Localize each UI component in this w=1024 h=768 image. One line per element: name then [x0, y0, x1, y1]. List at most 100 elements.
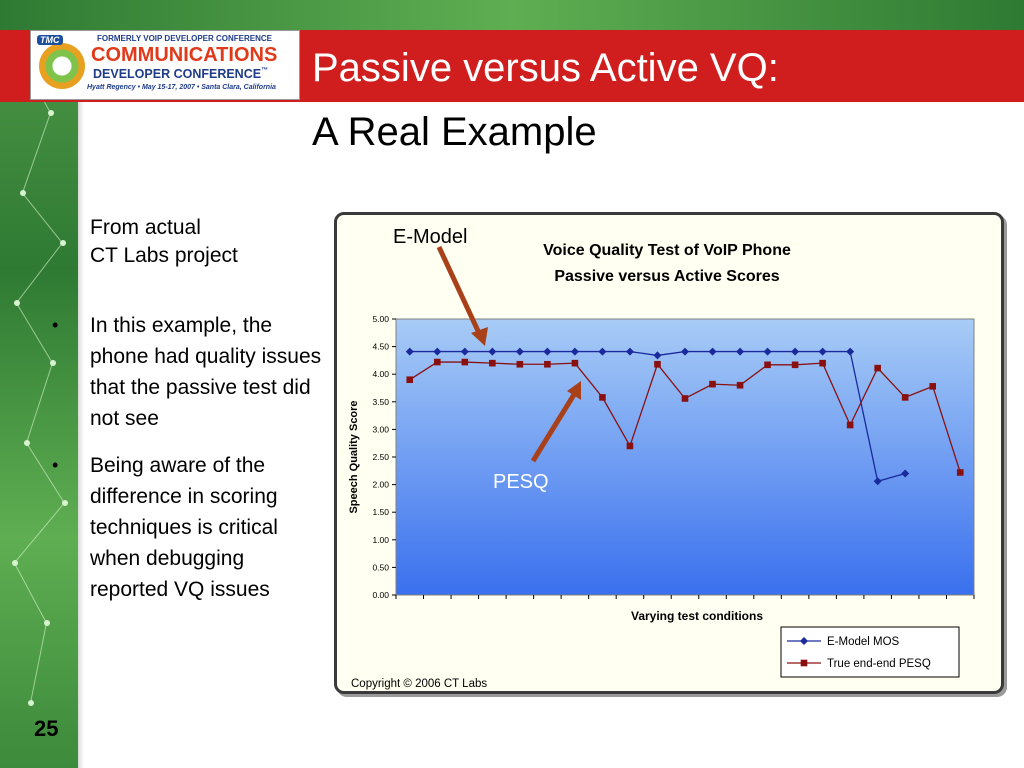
y-tick-label: 5.00: [372, 314, 389, 324]
legend-label-1: E-Model MOS: [827, 636, 900, 648]
circuit-dot-icon: [60, 240, 66, 246]
y-tick-label: 2.50: [372, 452, 389, 462]
y-tick-label: 0.00: [372, 590, 389, 600]
data-point-pesq: [681, 395, 689, 402]
data-point-pesq: [654, 360, 661, 368]
decorative-top-band: [0, 0, 1024, 30]
data-point-emodel: [460, 347, 469, 356]
data-point-emodel: [681, 347, 689, 356]
data-point-emodel: [433, 347, 442, 356]
bullet-list: • In this example, the phone had quality …: [52, 310, 327, 621]
legend-label-2: True end-end PESQ: [827, 658, 931, 670]
page-number: 25: [34, 716, 59, 741]
logo-trademark: ™: [261, 67, 269, 74]
circuit-line: [30, 622, 47, 703]
bullet-marker: •: [52, 455, 59, 475]
copyright-text: Copyright © 2006 CT Labs: [351, 678, 487, 690]
circuit-line: [16, 242, 63, 303]
y-tick-label: 4.00: [372, 369, 389, 379]
data-point-emodel: [570, 347, 579, 356]
circuit-dot-icon: [62, 500, 68, 506]
data-point-emodel: [653, 351, 662, 360]
circuit-dot-icon: [44, 620, 50, 626]
circuit-line: [14, 563, 48, 624]
data-point-pesq: [709, 380, 716, 388]
circuit-dot-icon: [50, 360, 56, 366]
data-point-emodel: [873, 477, 882, 486]
data-point-emodel: [846, 347, 855, 356]
annotation-pesq-label: PESQ: [493, 471, 549, 493]
logo-name: COMMUNICATIONS: [91, 44, 278, 66]
data-point-pesq: [929, 383, 937, 390]
data-point-emodel: [708, 347, 717, 356]
data-point-emodel: [515, 347, 524, 356]
data-point-emodel: [901, 469, 910, 478]
y-tick-label: 4.50: [372, 342, 389, 352]
logo-tagline: FORMERLY VOIP DEVELOPER CONFERENCE: [97, 34, 272, 43]
circuit-dot-icon: [48, 110, 54, 116]
legend-box: [780, 626, 960, 678]
data-point-emodel: [488, 347, 497, 356]
annotation-pesq-arrowhead: [567, 381, 581, 400]
data-point-pesq: [571, 359, 579, 367]
gear-logo-icon: [39, 43, 85, 89]
data-point-pesq: [461, 358, 469, 366]
data-point-pesq: [791, 361, 799, 369]
annotation-emodel-label: E-Model: [393, 226, 467, 248]
data-point-pesq: [846, 421, 854, 429]
bullet-item: • Being aware of the difference in scorin…: [52, 450, 327, 605]
y-tick-label: 0.50: [372, 562, 389, 572]
bullet-marker: •: [52, 315, 59, 335]
chart-title-line1: Voice Quality Test of VoIP Phone: [543, 242, 791, 259]
x-axis-label: Varying test conditions: [631, 609, 763, 623]
legend-marker-emodel: [800, 637, 808, 645]
y-tick-label: 3.50: [372, 397, 389, 407]
decorative-left-band: [0, 0, 84, 768]
intro-line1: From actual: [90, 216, 201, 239]
conference-logo: TMC FORMERLY VOIP DEVELOPER CONFERENCE C…: [30, 30, 300, 100]
data-point-emodel: [818, 347, 827, 356]
data-point-pesq: [819, 359, 826, 367]
data-point-pesq: [901, 394, 909, 401]
annotation-emodel-arrow: [436, 245, 482, 335]
data-point-pesq: [736, 381, 744, 389]
data-point-pesq: [956, 469, 964, 476]
logo-subtitle-text: DEVELOPER CONFERENCE: [93, 67, 262, 81]
circuit-line: [16, 303, 53, 364]
annotation-emodel-arrowhead: [471, 327, 488, 346]
data-point-pesq: [626, 442, 634, 450]
data-point-pesq: [874, 364, 881, 372]
intro-text: From actual CT Labs project: [90, 214, 238, 270]
data-point-emodel: [598, 347, 607, 356]
data-point-pesq: [599, 394, 606, 401]
data-point-emodel: [625, 347, 634, 356]
y-tick-label: 2.00: [372, 480, 389, 490]
circuit-line: [22, 193, 63, 244]
slide-title-line1: Passive versus Active VQ:: [312, 46, 779, 90]
circuit-line: [26, 362, 53, 443]
logo-subtitle: DEVELOPER CONFERENCE™: [93, 67, 268, 81]
y-axis-label: Speech Quality Score: [348, 400, 360, 513]
data-point-pesq: [489, 359, 496, 367]
bullet-item: • In this example, the phone had quality …: [52, 310, 327, 434]
circuit-line: [22, 112, 51, 193]
data-point-pesq: [433, 358, 441, 366]
data-point-emodel: [791, 347, 800, 356]
intro-line2: CT Labs project: [90, 244, 238, 267]
data-point-emodel: [405, 347, 414, 356]
slide-title-line2: A Real Example: [312, 110, 597, 154]
data-point-emodel: [763, 347, 772, 356]
y-tick-label: 1.50: [372, 507, 389, 517]
annotation-pesq-arrow: [530, 391, 578, 463]
line-chart: Voice Quality Test of VoIP Phone Passive …: [348, 226, 975, 690]
chart-title-line2: Passive versus Active Scores: [554, 268, 779, 285]
plot-area: [395, 318, 975, 596]
logo-info: Hyatt Regency • May 15-17, 2007 • Santa …: [87, 84, 276, 91]
data-point-pesq: [544, 360, 551, 368]
legend-marker-pesq: [800, 659, 808, 667]
logo-badge: TMC: [37, 35, 63, 45]
data-point-emodel: [543, 347, 552, 356]
y-tick-label: 1.00: [372, 535, 389, 545]
data-point-pesq: [406, 376, 414, 384]
chart-frame: Voice Quality Test of VoIP Phone Passive …: [334, 212, 1004, 694]
